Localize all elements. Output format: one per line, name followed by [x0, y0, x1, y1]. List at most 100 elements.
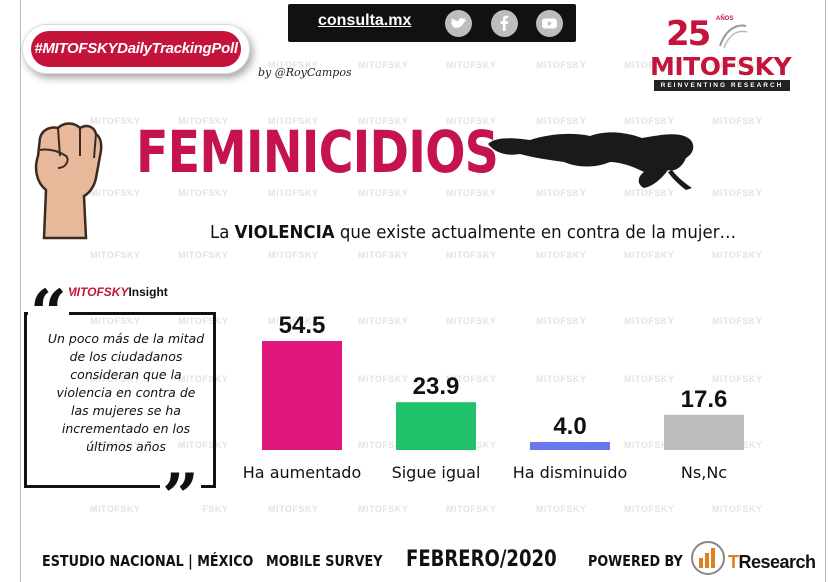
category-label-1: Sigue igual — [392, 463, 481, 482]
watermark-text: MITOFSKY — [358, 504, 409, 514]
insight-tag-brand: MITOFSKY — [66, 285, 129, 299]
watermark-text: MITOFSKY — [446, 116, 497, 126]
watermark-text: MITOFSKY — [358, 316, 409, 326]
bar-chart: 54.5 Ha aumentado 23.9 Sigue igual 4.0 Ha dis… — [243, 312, 744, 482]
close-quote-icon: ” — [160, 460, 201, 535]
page-title: FEMINICIDIOS — [136, 118, 499, 186]
watermark-text: MITOFSKY — [624, 504, 675, 514]
watermark-text: MITOFSKY — [90, 374, 141, 384]
footer-powered-by: POWERED BY — [588, 552, 683, 570]
tresearch-name-rest: Research — [738, 552, 817, 572]
watermark-text: MITOFSKY — [624, 316, 675, 326]
watermark-text: MITOFSKY — [178, 250, 229, 260]
data-label-1: 23.9 — [413, 373, 460, 400]
insight-tag: #MITOFSKYInsight — [60, 285, 168, 299]
watermark-text: MITOFSKY — [446, 60, 497, 70]
top-bar: consulta.mx — [288, 4, 576, 42]
watermark-text: MITOFSKY — [624, 188, 675, 198]
watermark-text: MITOFSKY — [712, 250, 763, 260]
watermark-text: MITOFSKY — [712, 188, 763, 198]
watermark-text: MITOFSKY — [268, 504, 319, 514]
watermark-text: MITOFSKY — [712, 60, 763, 70]
watermark-text: MITOFSKY — [268, 250, 319, 260]
watermark-text: MITOFSKY — [536, 250, 587, 260]
footer-date: FEBRERO/2020 — [406, 547, 557, 572]
fallen-woman-silhouette-icon — [488, 132, 694, 190]
watermark-text: MITOFSKY — [268, 60, 319, 70]
watermark-text: MITOFSKY — [178, 374, 229, 384]
watermark-text: MITOFSKY — [358, 250, 409, 260]
question-prefix: La — [210, 222, 235, 243]
watermark-text: MITOFSKY — [712, 374, 763, 384]
watermark-text: MITOFSKY — [446, 250, 497, 260]
question-emphasis: VIOLENCIA — [234, 222, 335, 243]
survey-question: La VIOLENCIA que existe actualmente en c… — [210, 222, 736, 243]
watermark-text: MITOFSKY — [358, 374, 409, 384]
hashtag-label: #MITOFSKYDailyTrackingPoll — [31, 31, 241, 67]
insight-tag-suffix: Insight — [128, 285, 168, 299]
watermark-text: MITOFSKY — [358, 188, 409, 198]
watermark-text: MITOFSKY — [358, 60, 409, 70]
watermark-text: MITOFSKY — [268, 316, 319, 326]
tresearch-name: TResearch — [728, 552, 816, 573]
watermark-text: MITOFSKY — [268, 116, 319, 126]
watermark-text: MITOFSKY — [624, 374, 675, 384]
watermark-text: MITOFSKY — [90, 250, 141, 260]
watermark-text: MITOFSKY — [90, 188, 141, 198]
watermark-text: MITOFSKY — [536, 504, 587, 514]
watermark-text: MITOFSKY — [358, 116, 409, 126]
data-label-0: 54.5 — [279, 312, 326, 339]
watermark-text: MITOFSKY — [712, 504, 763, 514]
watermark-text: MITOFSKY — [712, 116, 763, 126]
logo-tagline: REINVENTING RESEARCH — [654, 80, 790, 91]
watermark-text: MITOFSKY — [536, 188, 587, 198]
mitofsky-logo: 25 AÑOS MITOFSKY REINVENTING RESEARCH — [648, 14, 798, 94]
page-frame — [20, 0, 826, 582]
watermark-text: MITOFSKY — [536, 60, 587, 70]
watermark-text: MITOFSKY — [178, 316, 229, 326]
logo-anniversary: 25 — [666, 14, 711, 54]
logo-name: MITOFSKY — [650, 52, 792, 81]
watermark-text: MITOFSKY — [446, 188, 497, 198]
watermark-text: MITOFSKY — [446, 504, 497, 514]
watermark-text: MITOFSKY — [90, 504, 141, 514]
open-quote-icon: “ — [28, 276, 69, 351]
watermark-text: MITOFSKY — [624, 250, 675, 260]
bar-3 — [664, 414, 744, 450]
watermark-text: MITOFSKY — [624, 60, 675, 70]
youtube-icon[interactable] — [536, 10, 563, 37]
footer-survey: MOBILE SURVEY — [266, 552, 383, 570]
watermark-text: MITOFSKY — [536, 374, 587, 384]
watermark-text: MITOFSKY — [178, 440, 229, 450]
watermark-text: MITOFSKY — [90, 440, 141, 450]
bar-1 — [396, 402, 476, 450]
insight-box — [24, 312, 216, 488]
twitter-icon[interactable] — [445, 10, 472, 37]
watermark-text: MITOFSKY — [178, 188, 229, 198]
data-label-2: 4.0 — [553, 413, 586, 440]
data-label-3: 17.6 — [681, 386, 728, 413]
watermark-text: MITOFSKY — [446, 316, 497, 326]
facebook-icon[interactable] — [491, 10, 518, 37]
logo-swirl-icon — [719, 24, 748, 49]
watermark-text: MITOFSKY — [268, 188, 319, 198]
watermark-text: MITOFSKY — [178, 116, 229, 126]
question-suffix: que existe actualmente en contra de la m… — [334, 222, 737, 243]
bar-2 — [530, 442, 610, 450]
watermark-text: MITOFSKY — [358, 440, 409, 450]
footer-study: ESTUDIO NACIONAL | MÉXICO — [42, 552, 254, 570]
watermark-text: MITOFSKY — [446, 374, 497, 384]
watermark-text: MITOFSKY — [178, 504, 229, 514]
site-link[interactable]: consulta.mx — [318, 12, 412, 29]
watermark-text: MITOFSKY — [624, 116, 675, 126]
byline: by @RoyCampos — [258, 66, 352, 79]
watermark-text: MITOFSKY — [90, 316, 141, 326]
category-label-3: Ns,Nc — [681, 463, 727, 482]
watermark-text: MITOFSKY — [624, 440, 675, 450]
watermark-text: MITOFSKY — [90, 116, 141, 126]
raised-fist-icon — [34, 122, 103, 240]
category-label-2: Ha disminuido — [513, 463, 628, 482]
bar-0 — [262, 341, 342, 450]
logo-anniversary-suffix: AÑOS — [716, 16, 734, 22]
